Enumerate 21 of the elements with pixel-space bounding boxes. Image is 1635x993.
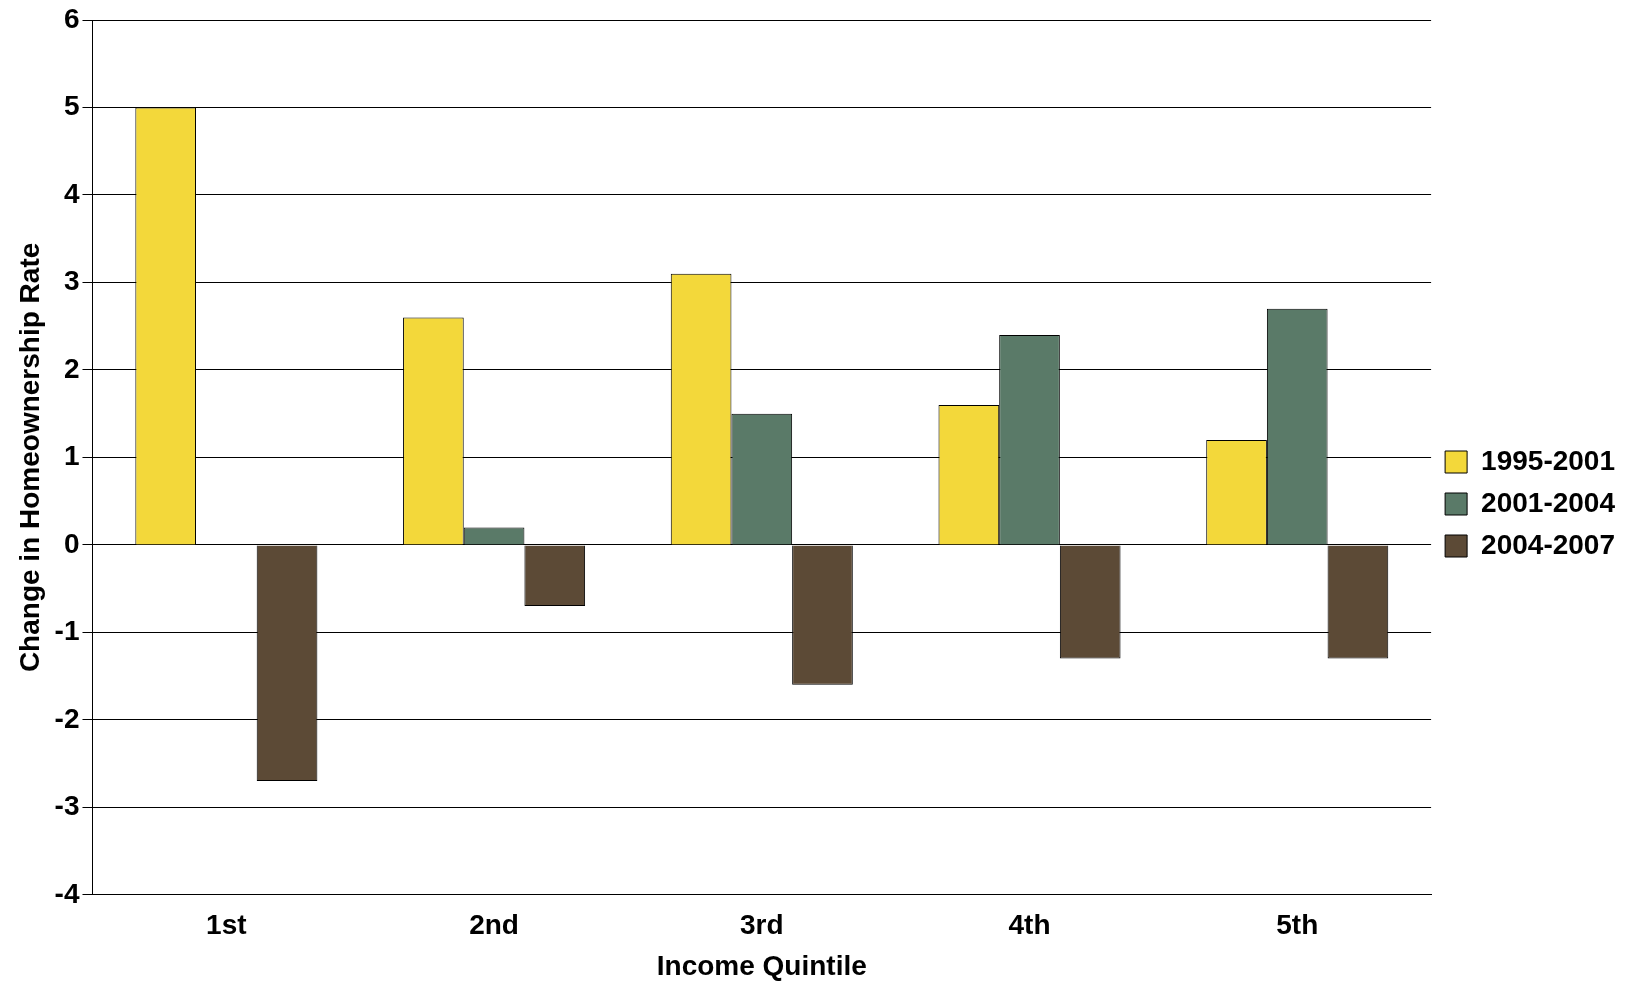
- y-tick-label: 5: [63, 90, 80, 122]
- y-tick-label: -3: [54, 790, 80, 822]
- y-tick-label: -1: [54, 615, 80, 647]
- y-tick-label: -2: [54, 702, 80, 734]
- x-tick-label: 3rd: [740, 909, 784, 941]
- y-tick-label: 2: [63, 352, 80, 384]
- x-tick-label: 2nd: [469, 909, 519, 941]
- y-tick-label: 3: [63, 265, 80, 297]
- y-tick-label: 0: [63, 527, 80, 559]
- x-tick-label: 5th: [1276, 909, 1319, 941]
- x-axis-title: Income Quintile: [656, 949, 867, 981]
- legend-label: 1995-2001: [1481, 444, 1615, 476]
- y-tick-label: -4: [54, 877, 80, 909]
- y-tick-label: 1: [63, 440, 80, 472]
- y-axis-title: Change in Homeownership Rate: [13, 242, 45, 673]
- x-tick-label: 1st: [206, 909, 247, 941]
- x-tick-label: 4th: [1008, 909, 1051, 941]
- legend-label: 2004-2007: [1481, 528, 1615, 560]
- y-tick-label: 4: [63, 177, 80, 209]
- legend-label: 2001-2004: [1481, 486, 1616, 518]
- y-tick-label: 6: [63, 2, 80, 34]
